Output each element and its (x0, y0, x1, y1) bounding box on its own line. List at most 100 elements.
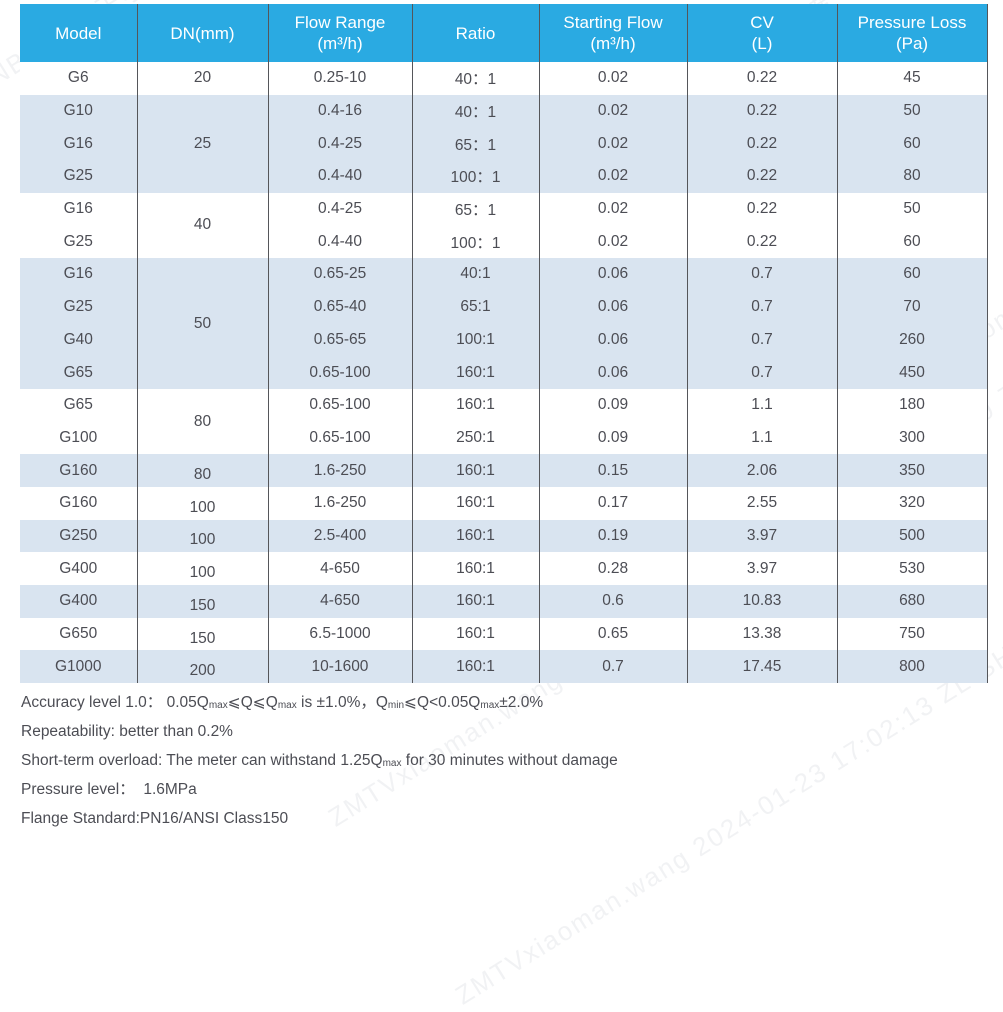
cell-cv: 0.7 (686, 356, 837, 389)
cell-cv: 1.1 (686, 421, 837, 455)
table-row: G16 40 0.4-25 65：1 0.02 0.22 50 (20, 192, 988, 259)
cell-dn: 80 (136, 454, 268, 487)
cell-ratio: 40：1 (411, 62, 539, 95)
cell-flow-range: 0.65-65 (267, 323, 412, 357)
cell-flow-range: 0.65-25 (267, 258, 412, 291)
cell-pressure-loss: 260 (836, 323, 988, 357)
table-row: G25 0.65-40 65:1 0.06 0.7 70 (20, 290, 988, 324)
cell-pressure-loss: 530 (836, 552, 988, 585)
cell-dn: 50 (136, 258, 268, 389)
table-row: G160 80 1.6-250 160:1 0.15 2.06 350 (20, 454, 988, 487)
cell-starting-flow: 0.65 (538, 617, 687, 651)
cell-ratio: 100：1 (411, 225, 539, 259)
cell-flow-range: 1.6-250 (267, 486, 412, 520)
table-row: G65 0.65-100 160:1 0.06 0.7 450 (20, 356, 988, 389)
cell-pressure-loss: 750 (836, 617, 988, 651)
cell-ratio: 40：1 (411, 94, 539, 128)
cell-flow-range: 0.65-40 (267, 290, 412, 324)
cell-cv: 3.97 (686, 552, 837, 585)
cell-flow-range: 0.65-100 (267, 388, 412, 422)
cell-starting-flow: 0.7 (538, 650, 687, 684)
cell-pressure-loss: 60 (836, 225, 988, 259)
cell-model: G65 (20, 388, 137, 422)
cell-flow-range: 0.65-100 (267, 356, 412, 389)
cell-cv: 0.7 (686, 290, 837, 324)
cell-model: G400 (20, 585, 137, 618)
cell-cv: 3.97 (686, 519, 837, 553)
cell-pressure-loss: 320 (836, 486, 988, 520)
cell-cv: 0.22 (686, 94, 837, 128)
cell-starting-flow: 0.02 (538, 62, 687, 95)
cell-ratio: 160:1 (411, 356, 539, 389)
cell-dn: 20 (136, 62, 268, 95)
cell-starting-flow: 0.02 (538, 94, 687, 128)
cell-model: G16 (20, 258, 137, 291)
cell-model: G100 (20, 421, 137, 455)
cell-model: G160 (20, 454, 137, 487)
cell-cv: 0.7 (686, 258, 837, 291)
cell-cv: 1.1 (686, 388, 837, 422)
cell-ratio: 160:1 (411, 486, 539, 520)
cell-starting-flow: 0.19 (538, 519, 687, 553)
cell-pressure-loss: 450 (836, 356, 988, 389)
cell-pressure-loss: 800 (836, 650, 988, 684)
cell-ratio: 160:1 (411, 585, 539, 618)
cell-ratio: 250:1 (411, 421, 539, 455)
cell-dn: 100 (136, 552, 268, 585)
cell-model: G160 (20, 486, 137, 520)
table-row: G250 100 2.5-400 160:1 0.19 3.97 500 (20, 519, 988, 553)
col-header-flow: Flow Range (m³/h) (267, 4, 412, 62)
spec-table-body: G6 20 0.25-10 40：1 0.02 0.22 45 G10 25 0.4-16 40：1… (20, 62, 988, 684)
cell-dn: 80 (136, 388, 268, 455)
table-row: G1000 200 10-1600 160:1 0.7 17.45 800 (20, 650, 988, 684)
cell-pressure-loss: 50 (836, 192, 988, 226)
cell-cv: 17.45 (686, 650, 837, 684)
cell-dn: 100 (136, 486, 268, 520)
cell-flow-range: 0.4-40 (267, 160, 412, 193)
cell-dn: 100 (136, 519, 268, 553)
cell-ratio: 65：1 (411, 127, 539, 161)
cell-cv: 13.38 (686, 617, 837, 651)
cell-starting-flow: 0.06 (538, 258, 687, 291)
note-repeatability: Repeatability: better than 0.2% (21, 723, 233, 740)
cell-dn: 150 (136, 585, 268, 618)
cell-flow-range: 0.4-40 (267, 225, 412, 259)
table-row: G16 50 0.65-25 40:1 0.06 0.7 60 (20, 258, 988, 389)
cell-model: G650 (20, 617, 137, 651)
cell-flow-range: 4-650 (267, 552, 412, 585)
cell-cv: 0.22 (686, 225, 837, 259)
cell-ratio: 160:1 (411, 552, 539, 585)
cell-ratio: 160:1 (411, 617, 539, 651)
cell-flow-range: 0.4-16 (267, 94, 412, 128)
note-pressure-level: Pressure level： 1.6MPa (21, 781, 197, 798)
cell-model: G16 (20, 192, 137, 226)
cell-cv: 0.22 (686, 160, 837, 193)
cell-flow-range: 0.25-10 (267, 62, 412, 95)
table-row: G160 100 1.6-250 160:1 0.17 2.55 320 (20, 486, 988, 520)
cell-cv: 0.22 (686, 127, 837, 161)
cell-model: G65 (20, 356, 137, 389)
cell-model: G25 (20, 160, 137, 193)
cell-dn: 150 (136, 617, 268, 651)
cell-ratio: 65:1 (411, 290, 539, 324)
table-row: G65 80 0.65-100 160:1 0.09 1.1 180 (20, 388, 988, 455)
table-row: G25 0.4-40 100：1 0.02 0.22 60 (20, 225, 988, 259)
cell-ratio: 160:1 (411, 650, 539, 684)
cell-flow-range: 0.4-25 (267, 127, 412, 161)
cell-ratio: 160:1 (411, 388, 539, 422)
cell-pressure-loss: 45 (836, 62, 988, 95)
cell-flow-range: 0.4-25 (267, 192, 412, 226)
cell-model: G400 (20, 552, 137, 585)
cell-cv: 0.7 (686, 323, 837, 357)
cell-cv: 0.22 (686, 62, 837, 95)
note-accuracy: Accuracy level 1.0： 0.05Qmax⩽Q⩽Qmax is ±… (21, 694, 544, 711)
table-row: G650 150 6.5-1000 160:1 0.65 13.38 750 (20, 617, 988, 651)
spec-table: Model DN(mm) Flow Range (m³/h) Ratio Starting… (20, 4, 988, 684)
cell-starting-flow: 0.28 (538, 552, 687, 585)
cell-dn: 40 (136, 192, 268, 259)
header-row: Model DN(mm) Flow Range (m³/h) Ratio Starting… (20, 4, 988, 62)
cell-starting-flow: 0.02 (538, 225, 687, 259)
cell-model: G16 (20, 127, 137, 161)
col-header-loss: Pressure Loss (Pa) (836, 4, 988, 62)
